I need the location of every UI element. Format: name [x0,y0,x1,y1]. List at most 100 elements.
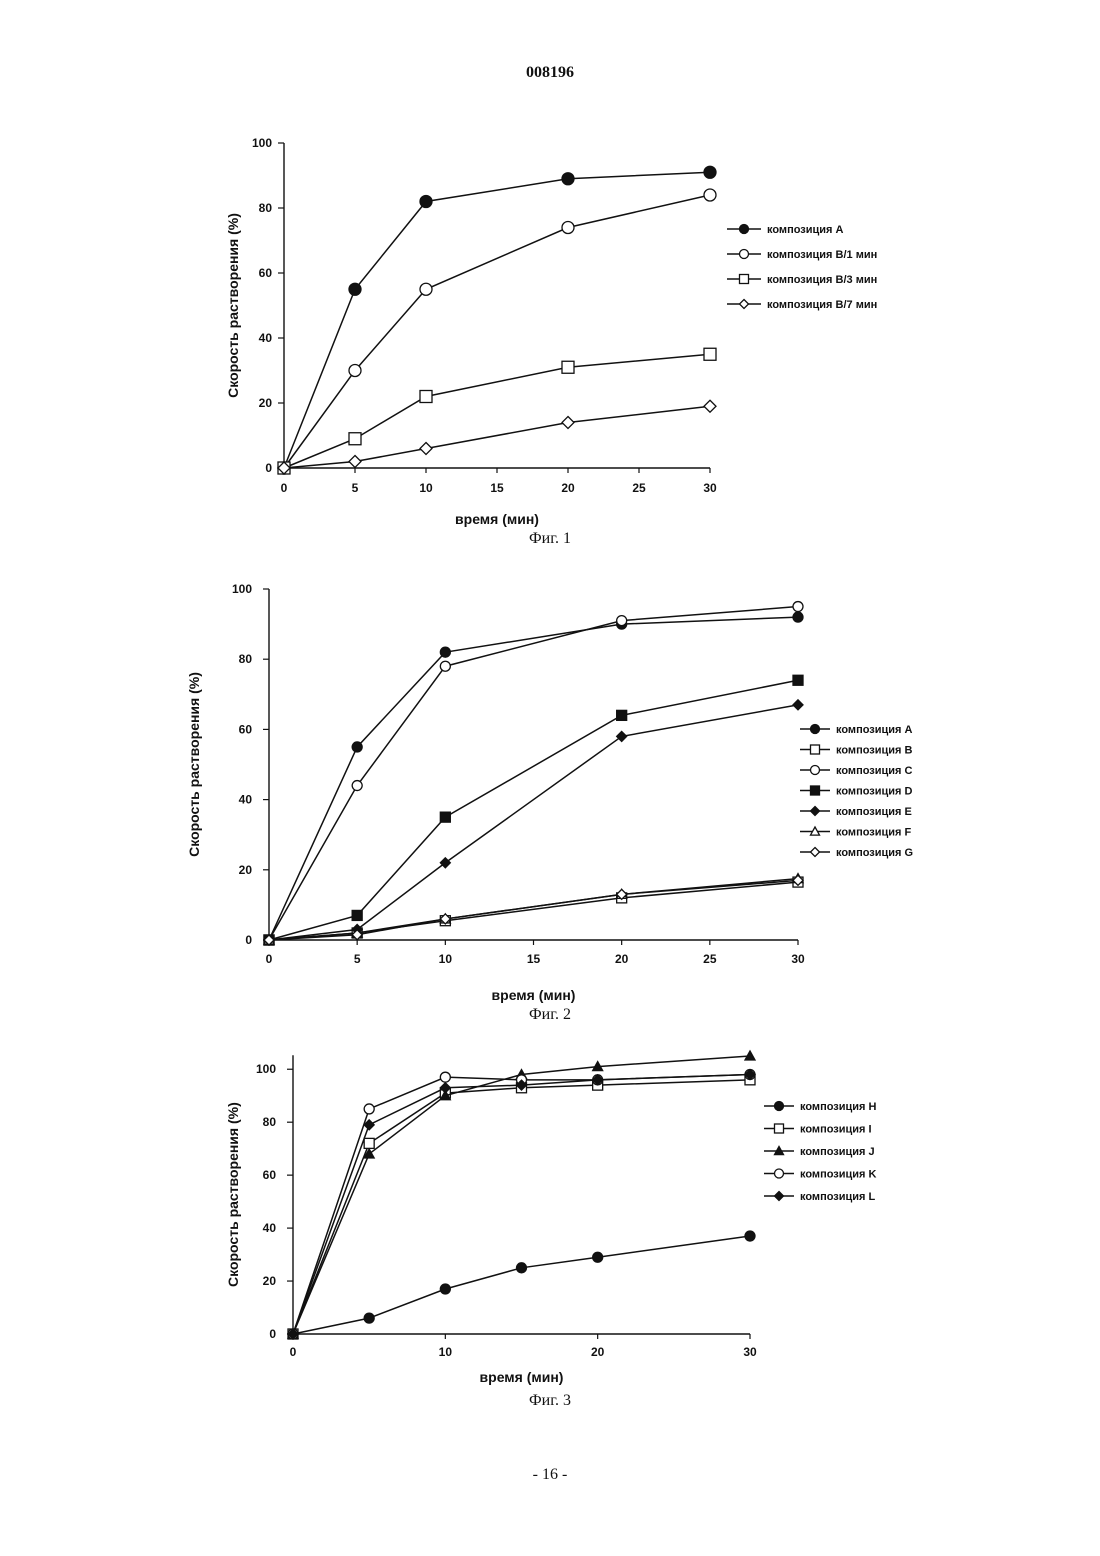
y-tick-label: 60 [239,722,253,736]
y-tick-label: 60 [263,1168,277,1182]
data-point [420,196,432,208]
legend-marker [811,725,820,734]
series-композиция I [288,1075,755,1339]
legend-marker [811,848,820,857]
data-point [349,456,361,468]
legend-entry: композиция D [800,786,913,798]
x-tick-label: 30 [743,1345,757,1359]
legend-label: композиция K [800,1169,877,1181]
series-line [284,354,710,468]
y-tick-label: 20 [239,863,253,877]
y-tick-label: 0 [269,1327,276,1341]
series-line [284,406,710,468]
data-point [349,433,361,445]
y-tick-label: 40 [259,331,273,345]
data-point [562,417,574,429]
data-point [420,283,432,295]
chart-caption: Фиг. 1 [0,530,1100,548]
data-point [440,1284,450,1294]
y-tick-label: 100 [256,1062,276,1076]
x-tick-label: 15 [490,481,504,495]
x-tick-label: 10 [439,1345,453,1359]
legend-label: композиция A [836,724,913,736]
series-line [293,1056,750,1334]
data-point [420,443,432,455]
legend-marker [811,745,820,754]
x-tick-label: 30 [791,952,805,966]
data-point [349,365,361,377]
x-tick-label: 30 [703,481,717,495]
legend-marker [740,275,749,284]
data-point [440,812,450,822]
data-point [562,361,574,373]
series-line [284,172,710,468]
chart-caption: Фиг. 2 [0,1006,1100,1024]
x-tick-label: 20 [561,481,575,495]
chart-fig-2: 020406080100051015202530Скорость раствор… [0,575,1100,1005]
legend-label: композиция B [836,745,913,757]
legend-marker [775,1124,784,1133]
data-point [420,391,432,403]
legend-entry: композиция E [800,806,912,818]
data-point [352,742,362,752]
series-line [293,1075,750,1334]
page-header: 008196 [0,64,1100,82]
series-line [284,195,710,468]
legend-label: композиция D [836,786,913,798]
x-tick-label: 25 [632,481,646,495]
y-tick-label: 20 [263,1274,277,1288]
x-tick-label: 0 [266,952,273,966]
series-композиция L [288,1070,755,1339]
legend-label: композиция G [836,847,913,859]
data-point [364,1313,374,1323]
legend-marker [775,1192,784,1201]
data-point [793,675,803,685]
legend-marker [811,786,820,795]
legend-label: композиция B/1 мин [767,249,877,261]
chart-fig-3: 0204060801000102030Скорость растворения … [0,1040,1100,1390]
data-point [364,1104,374,1114]
data-point [517,1263,527,1273]
series-композиция D [264,675,803,945]
series-line [269,617,798,940]
x-tick-label: 5 [354,952,361,966]
series-композиция B/1 мин [278,189,716,474]
legend-entry: композиция L [764,1191,876,1203]
x-tick-label: 5 [352,481,359,495]
legend-entry: композиция I [764,1124,872,1136]
legend-label: композиция A [767,224,844,236]
legend-entry: композиция H [764,1101,877,1113]
legend-marker [775,1169,784,1178]
series-композиция E [264,700,803,945]
legend-label: композиция J [800,1146,875,1158]
legend-label: композиция H [800,1101,877,1113]
x-tick-label: 0 [290,1345,297,1359]
data-point [704,348,716,360]
legend-entry: композиция C [800,765,913,777]
data-point [562,173,574,185]
x-tick-label: 20 [615,952,629,966]
y-tick-label: 0 [265,461,272,475]
data-point [617,731,627,741]
legend-label: композиция F [836,827,912,839]
y-tick-label: 0 [245,933,252,947]
legend-marker [811,766,820,775]
y-axis-title: Скорость растворения (%) [225,213,241,398]
legend-label: композиция L [800,1191,876,1203]
legend-entry: композиция J [764,1146,875,1158]
data-point [440,1072,450,1082]
data-point [440,647,450,657]
data-point [352,910,362,920]
legend-label: композиция B/3 мин [767,274,877,286]
series-композиция B/7 мин [278,400,716,474]
y-tick-label: 60 [259,266,273,280]
legend-label: композиция B/7 мин [767,299,877,311]
y-tick-label: 40 [239,793,253,807]
legend-entry: композиция B/1 мин [727,249,877,261]
legend-entry: композиция F [800,827,912,839]
legend-marker [740,250,749,259]
y-tick-label: 100 [232,582,252,596]
series-line [293,1080,750,1334]
x-axis-title: время (мин) [480,1369,564,1385]
data-point [617,710,627,720]
